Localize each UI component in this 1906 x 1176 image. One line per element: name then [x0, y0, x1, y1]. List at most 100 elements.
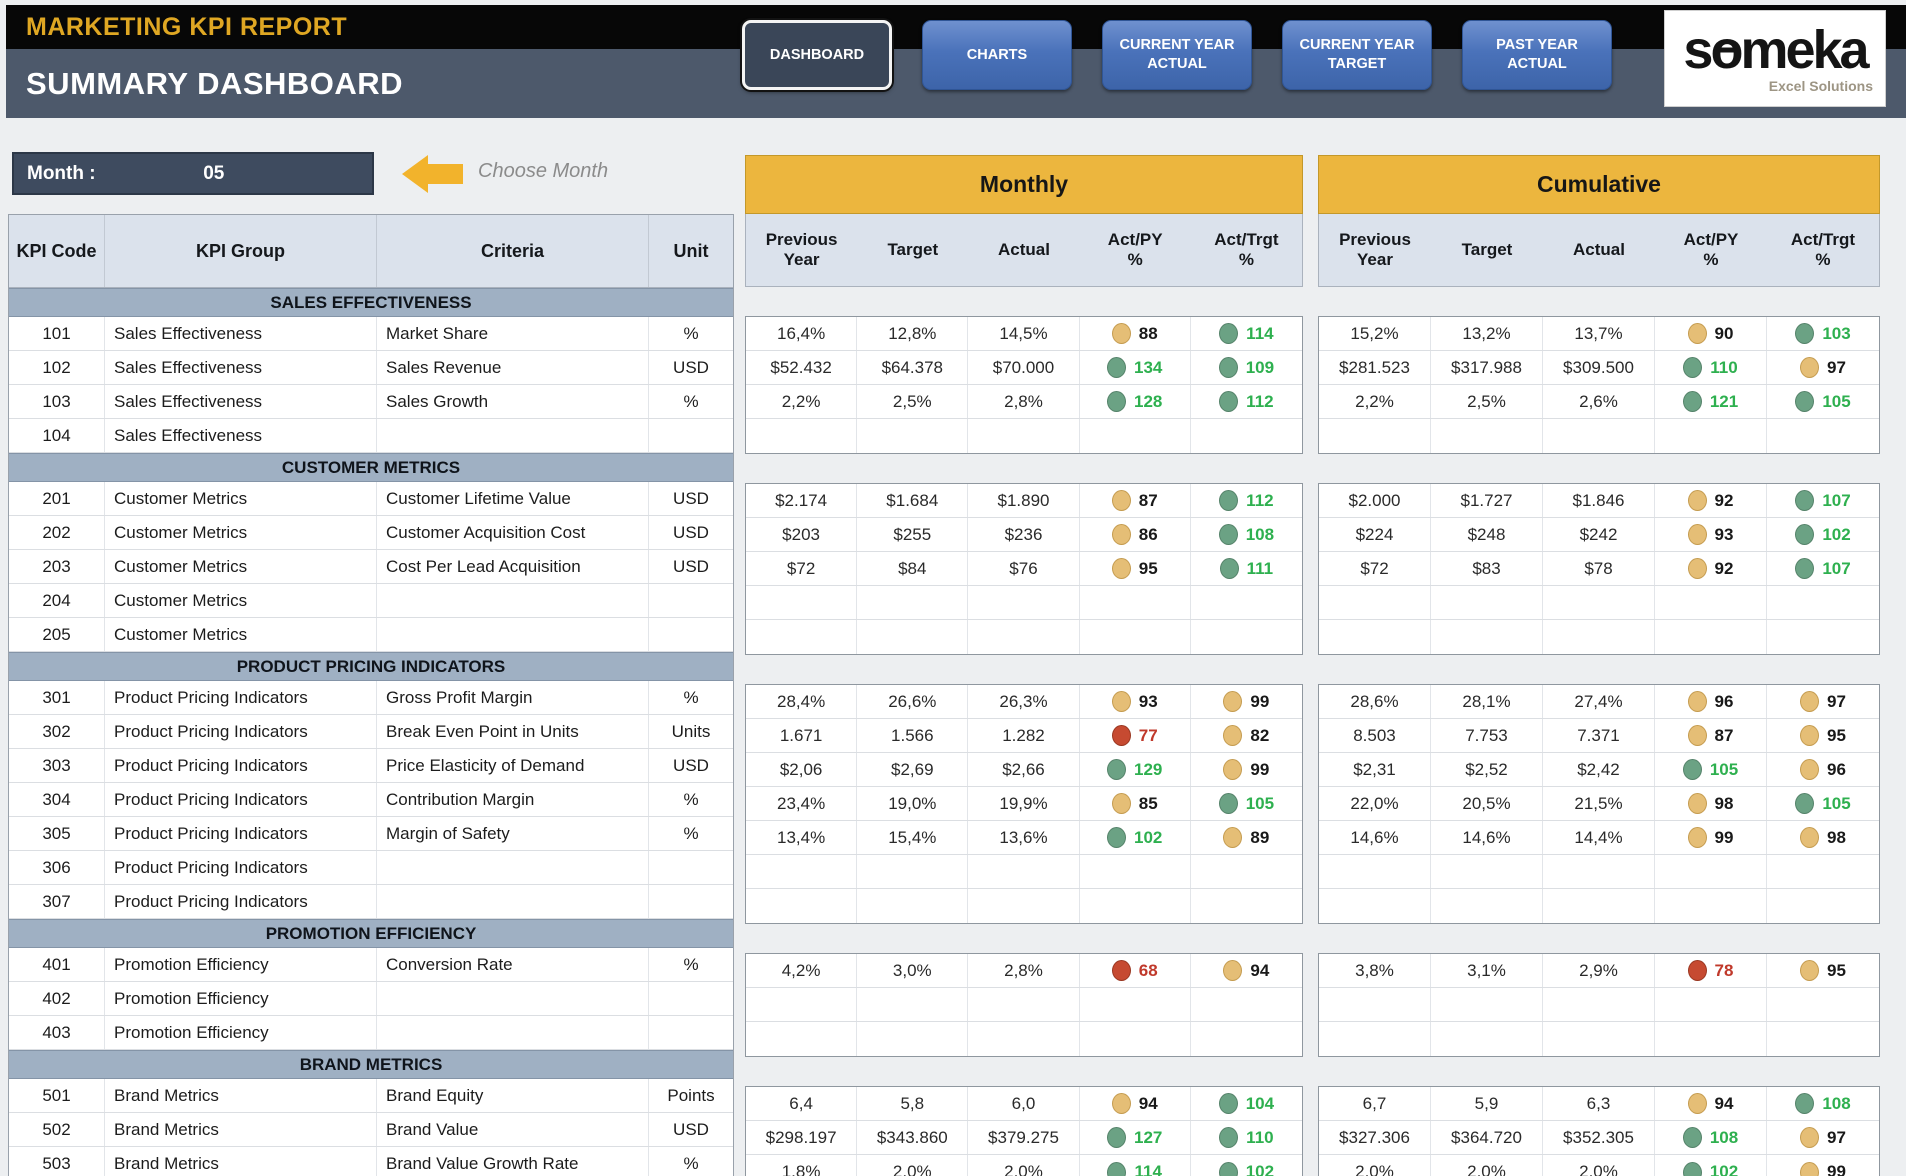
ratio-cell: [1191, 620, 1302, 654]
ratio-cell: 89: [1191, 821, 1302, 854]
ratio-value: 121: [1709, 391, 1739, 411]
value-cell: 3,8%: [1319, 954, 1431, 987]
section-gap-row: [1318, 1057, 1880, 1086]
code-cell: 306: [9, 851, 105, 884]
value-cell: 4,2%: [746, 954, 858, 987]
cumulative-panel: Cumulative Previous Year Target Actual Act/…: [1318, 155, 1880, 1176]
kpi-row-304: 304 Product Pricing Indicators Contributio…: [9, 783, 733, 817]
status-dot-green: [1218, 1093, 1238, 1114]
ratio-cell: 94: [1080, 1087, 1191, 1120]
ratio-value: 99: [1250, 691, 1270, 711]
unit-cell: [649, 618, 733, 651]
monthly-section-block: $2.174 $1.684 $1.890 87 112 $203 $255 $236 86 108…: [745, 483, 1303, 655]
status-dot-green: [1795, 391, 1815, 412]
ratio-value: 88: [1138, 323, 1158, 343]
nav-button-past-year-actual[interactable]: PAST YEAR ACTUAL: [1462, 20, 1612, 90]
ratio-value: 68: [1138, 960, 1158, 980]
ratio-cell: 97: [1767, 1121, 1879, 1154]
kpi-row-307: 307 Product Pricing Indicators: [9, 885, 733, 919]
value-row-102: $281.523 $317.988 $309.500 110 97: [1319, 351, 1879, 385]
value-cell: 23,4%: [746, 787, 858, 820]
value-cell: [1543, 988, 1655, 1021]
value-cell: $343.860: [857, 1121, 969, 1154]
kpi-row-102: 102 Sales Effectiveness Sales Revenue USD: [9, 351, 733, 385]
monthly-panel-body: 16,4% 12,8% 14,5% 88 114 $52.432 $64.378 $70.00…: [745, 287, 1303, 1176]
month-value[interactable]: 05: [203, 162, 225, 184]
ratio-value: 90: [1714, 323, 1734, 343]
page-title: SUMMARY DASHBOARD: [26, 65, 404, 101]
kpi-row-305: 305 Product Pricing Indicators Margin of S…: [9, 817, 733, 851]
ratio-cell: 87: [1080, 484, 1191, 517]
status-dot-green: [1107, 391, 1126, 412]
value-row-502: $298.197 $343.860 $379.275 127 110: [746, 1121, 1302, 1155]
value-cell: [857, 1022, 969, 1056]
nav-button-current-year-target[interactable]: CURRENT YEAR TARGET: [1282, 20, 1432, 90]
value-cell: [1431, 586, 1543, 619]
section-header-row: BRAND METRICS: [9, 1050, 733, 1079]
unit-cell: %: [683, 391, 699, 411]
value-cell: [857, 586, 969, 619]
nav-button-current-year-actual[interactable]: CURRENT YEAR ACTUAL: [1102, 20, 1252, 90]
status-dot-yellow: [1223, 725, 1243, 746]
value-cell: 8.503: [1319, 719, 1431, 752]
monthly-panel-header: Previous Year Target Actual Act/PY % Act/Trg…: [745, 214, 1303, 287]
value-cell: 26,6%: [857, 685, 969, 718]
status-dot-red: [1111, 725, 1131, 746]
value-cell: 26,3%: [968, 685, 1080, 718]
monthly-section-block: 4,2% 3,0% 2,8% 68 94: [745, 953, 1303, 1057]
ratio-cell: [1191, 855, 1302, 888]
value-cell: $64.378: [857, 351, 969, 384]
status-dot-green: [1795, 1093, 1815, 1114]
ratio-cell: [1080, 889, 1191, 923]
ratio-cell: 78: [1655, 954, 1767, 987]
kpi-row-204: 204 Customer Metrics: [9, 584, 733, 618]
status-dot-yellow: [1687, 827, 1707, 848]
ratio-value: 95: [1827, 725, 1846, 745]
status-dot-yellow: [1687, 691, 1707, 712]
group-cell: Product Pricing Indicators: [105, 851, 377, 884]
value-col-header: Actual: [1573, 239, 1625, 259]
nav-button-label: TARGET: [1327, 56, 1387, 72]
group-cell: Customer Metrics: [105, 516, 377, 549]
ratio-cell: [1655, 419, 1767, 453]
cumulative-section-block: 3,8% 3,1% 2,9% 78 95: [1318, 953, 1880, 1057]
unit-cell: %: [683, 1153, 699, 1173]
value-cell: 2,8%: [968, 954, 1080, 987]
code-cell: 401: [9, 948, 105, 981]
section-gap-row: [1318, 454, 1880, 483]
status-dot-green: [1683, 357, 1703, 378]
kpi-row-104: 104 Sales Effectiveness: [9, 419, 733, 453]
crit-cell: Sales Growth: [377, 385, 649, 418]
ratio-cell: [1655, 855, 1767, 888]
value-cell: 28,1%: [1431, 685, 1543, 718]
status-dot-green: [1795, 558, 1815, 579]
unit-cell: %: [683, 954, 699, 974]
ratio-cell: 92: [1655, 552, 1767, 585]
code-cell: 402: [9, 982, 105, 1015]
ratio-value: 112: [1246, 391, 1274, 411]
nav-button-label: CURRENT YEAR: [1119, 37, 1235, 54]
ratio-cell: 105: [1767, 787, 1879, 820]
nav-button-dashboard[interactable]: DASHBOARD: [742, 20, 892, 90]
ratio-value: 89: [1250, 827, 1270, 847]
value-cell: 6,4: [746, 1087, 858, 1120]
value-col-header: Act/Trgt %: [1790, 229, 1856, 269]
nav-button-charts[interactable]: CHARTS: [922, 20, 1072, 90]
value-cell: 3,0%: [857, 954, 969, 987]
value-row-402: [1319, 988, 1879, 1022]
value-cell: 14,5%: [968, 317, 1080, 350]
month-selector[interactable]: Month : 05: [12, 152, 374, 195]
value-row-304: 23,4% 19,0% 19,9% 85 105: [746, 787, 1302, 821]
value-row-301: 28,6% 28,1% 27,4% 96 97: [1319, 685, 1879, 719]
ratio-value: 109: [1245, 357, 1275, 377]
status-dot-green: [1682, 1127, 1702, 1148]
ratio-value: 108: [1709, 1127, 1739, 1147]
ratio-cell: 77: [1080, 719, 1191, 752]
kpi-row-306: 306 Product Pricing Indicators: [9, 851, 733, 885]
ratio-cell: [1767, 419, 1879, 453]
status-dot-yellow: [1223, 827, 1243, 848]
ratio-value: 93: [1138, 691, 1158, 711]
crit-cell: Cost Per Lead Acquisition: [377, 550, 649, 583]
value-row-501: 6,7 5,9 6,3 94 108: [1319, 1087, 1879, 1121]
